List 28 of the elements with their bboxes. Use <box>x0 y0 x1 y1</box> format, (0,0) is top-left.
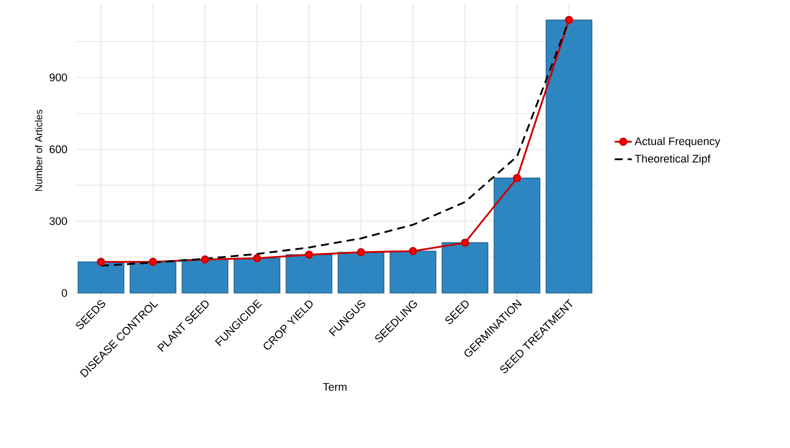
point <box>148 258 158 266</box>
bar <box>494 178 540 294</box>
bar <box>286 254 332 294</box>
y-tick-label: 0 <box>62 289 68 297</box>
x-axis-title: Term <box>323 383 347 391</box>
bar <box>442 242 488 294</box>
point <box>96 258 106 266</box>
point <box>512 174 522 182</box>
point <box>304 250 314 259</box>
y-tick-label: 300 <box>50 217 68 226</box>
point <box>356 248 366 256</box>
y-tick-label: 600 <box>50 145 68 154</box>
bar <box>78 261 124 294</box>
point <box>408 246 418 256</box>
y-tick-label: 900 <box>50 74 68 82</box>
legend-label: Actual Frequency <box>634 137 720 148</box>
bar <box>338 252 384 294</box>
bar <box>234 258 280 294</box>
bar <box>546 20 592 294</box>
y-axis-title: Number of Articles <box>34 110 42 191</box>
point <box>460 238 470 247</box>
bar <box>182 259 228 294</box>
point <box>564 16 574 24</box>
bar <box>130 261 176 294</box>
legend-label: Theoretical Zipf <box>634 154 710 165</box>
bar <box>390 250 436 294</box>
point <box>252 254 262 262</box>
point <box>200 255 210 264</box>
